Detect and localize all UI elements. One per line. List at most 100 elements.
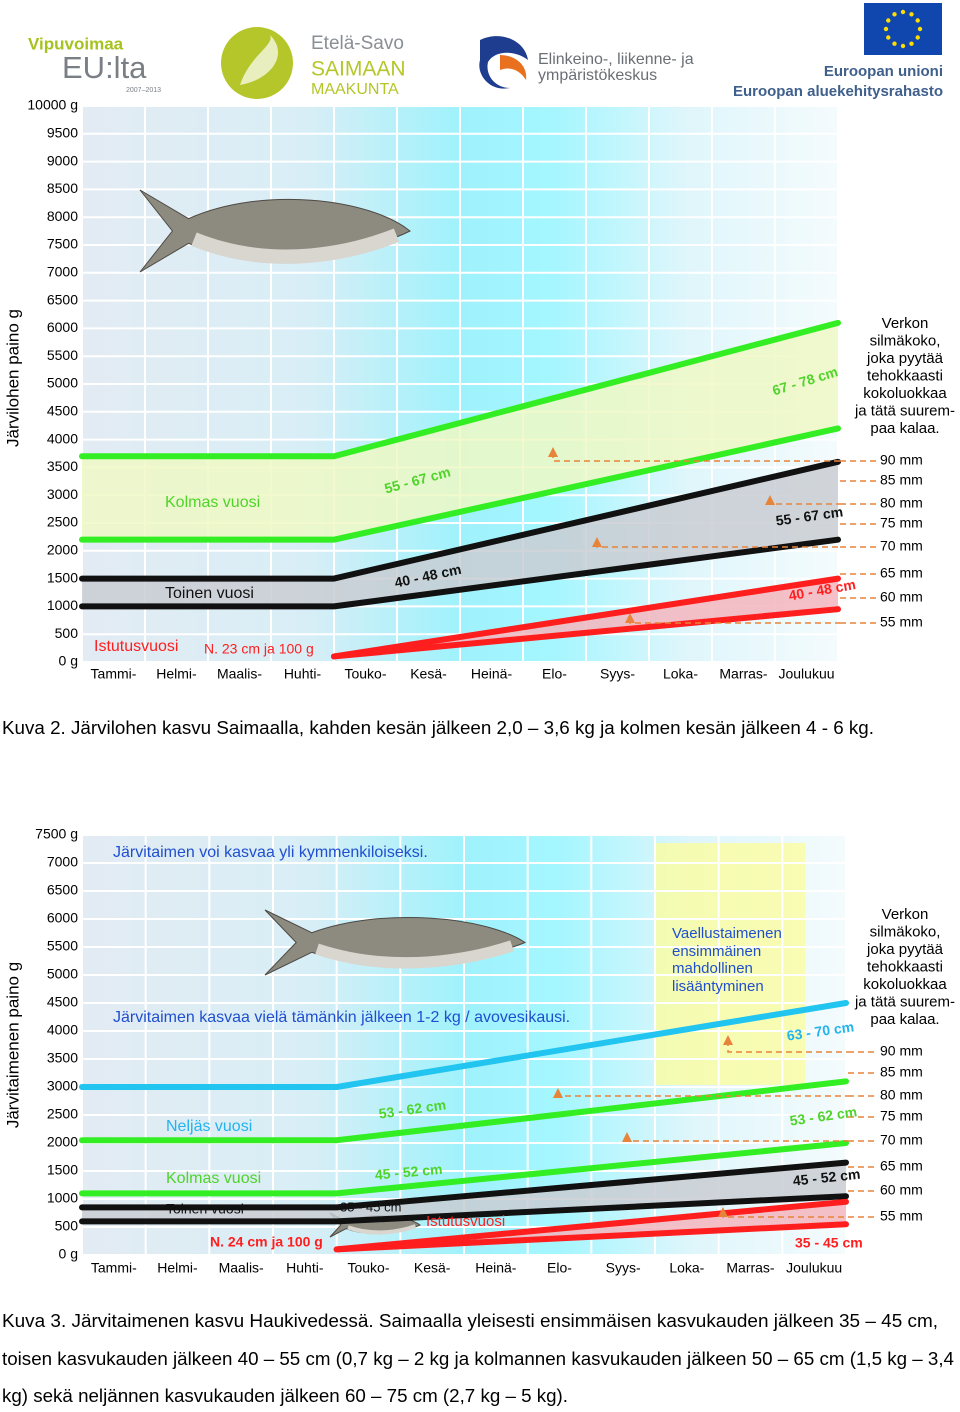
star bbox=[886, 35, 891, 40]
fish-belly bbox=[315, 940, 514, 969]
star bbox=[900, 9, 906, 15]
annotation: ensimmäinen bbox=[672, 943, 761, 960]
star bbox=[883, 26, 889, 32]
mesh-size: 90 mm bbox=[880, 1043, 923, 1059]
star bbox=[915, 35, 920, 40]
annotation: mahdollinen bbox=[672, 960, 753, 977]
x-tick-label: Marras- bbox=[726, 1260, 775, 1276]
mesh-title: ja tätä suurem- bbox=[854, 402, 955, 419]
x-tick-label: Heinä- bbox=[471, 666, 513, 682]
y-tick-label: 7500 bbox=[47, 236, 78, 252]
mesh-title: ja tätä suurem- bbox=[854, 993, 955, 1010]
y-tick-label: 4000 bbox=[47, 1022, 78, 1038]
series-line bbox=[79, 1078, 849, 1144]
annotation: Järvitaimen kasvaa vielä tämänkin jälkee… bbox=[113, 1009, 570, 1026]
star bbox=[915, 18, 920, 23]
x-tick-label: Loka- bbox=[663, 666, 698, 682]
caption: Kuva 2. Järvilohen kasvu Saimaalla, kahd… bbox=[2, 718, 874, 738]
y-tick-label: 1000 bbox=[47, 597, 78, 613]
mesh-size: 75 mm bbox=[880, 1108, 923, 1124]
logo-text: Euroopan unioni bbox=[824, 63, 943, 80]
logo-text: 2007–2013 bbox=[126, 87, 161, 94]
mesh-size: 90 mm bbox=[880, 452, 923, 468]
y-tick-label: 3500 bbox=[47, 458, 78, 474]
y-tick-label: 7000 bbox=[47, 264, 78, 280]
star bbox=[892, 41, 897, 46]
caption: kg) sekä neljännen kasvukauden jälkeen 6… bbox=[2, 1386, 568, 1406]
mesh-marker bbox=[553, 1088, 563, 1098]
captions: Kuva 2. Järvilohen kasvu Saimaalla, kahd… bbox=[2, 718, 954, 1406]
logo-text: SAIMAAN bbox=[311, 58, 406, 81]
x-tick-label: Tammi- bbox=[91, 1260, 137, 1276]
mesh-title: kokoluokkaa bbox=[863, 385, 947, 402]
mesh-size: 75 mm bbox=[880, 515, 923, 531]
x-tick-label: Marras- bbox=[719, 666, 768, 682]
y-tick-label: 7500 g bbox=[35, 826, 78, 842]
y-tick-label: 4000 bbox=[47, 430, 78, 446]
logo-text: Etelä-Savo bbox=[311, 33, 404, 54]
mesh-size: 55 mm bbox=[880, 614, 923, 630]
mesh-size: 85 mm bbox=[880, 472, 923, 488]
mesh-marker bbox=[622, 1132, 632, 1142]
mesh-marker bbox=[625, 613, 635, 623]
star bbox=[909, 12, 914, 17]
y-tick-label: 0 g bbox=[59, 653, 78, 669]
mesh-title: joka pyytää bbox=[866, 350, 944, 367]
mesh-size: 55 mm bbox=[880, 1208, 923, 1224]
y-tick-label: 500 bbox=[55, 1218, 79, 1234]
annotation: 35 - 45 cm bbox=[340, 1199, 401, 1214]
mesh-size: 85 mm bbox=[880, 1064, 923, 1080]
x-tick-label: Tammi- bbox=[91, 666, 137, 682]
chart: 0 g 500 1000 1500 2000 2500 3000 3500 4000 4500 50… bbox=[3, 97, 955, 682]
caption: toisen kasvukauden jälkeen 40 – 55 cm (0… bbox=[2, 1349, 954, 1369]
mesh-title: silmäkoko, bbox=[870, 923, 941, 940]
mesh-marker bbox=[718, 1207, 728, 1217]
mesh-marker bbox=[765, 495, 775, 505]
logo-mark bbox=[479, 36, 528, 89]
series-line bbox=[79, 425, 841, 543]
mesh-title: paa kalaa. bbox=[870, 1011, 939, 1028]
mesh-title: tehokkaasti bbox=[867, 958, 943, 975]
y-tick-label: 2000 bbox=[47, 542, 78, 558]
mesh-size: 80 mm bbox=[880, 495, 923, 511]
mesh-title: Verkon bbox=[882, 906, 929, 923]
y-tick-label: 1000 bbox=[47, 1190, 78, 1206]
y-tick-label: 1500 bbox=[47, 1162, 78, 1178]
caption: Kuva 3. Järvitaimenen kasvu Haukivedessä… bbox=[2, 1311, 938, 1331]
star bbox=[900, 43, 906, 49]
series-line bbox=[333, 1221, 849, 1253]
y-tick-label: 500 bbox=[55, 625, 79, 641]
band bbox=[82, 1162, 846, 1222]
mesh-title: Verkon bbox=[882, 315, 929, 332]
y-tick-label: 2500 bbox=[47, 1106, 78, 1122]
y-tick-label: 9000 bbox=[47, 152, 78, 168]
mesh-size: 70 mm bbox=[880, 1132, 923, 1148]
logo-text: Euroopan aluekehitysrahasto bbox=[733, 83, 943, 100]
annotation: Kolmas vuosi bbox=[165, 494, 260, 511]
logo-text: Vipuvoimaa bbox=[28, 34, 124, 53]
logo-text: ympäristökeskus bbox=[538, 67, 657, 84]
series-line bbox=[331, 606, 841, 660]
annotation: Toinen vuosi bbox=[165, 585, 254, 602]
series-line bbox=[79, 1000, 849, 1090]
x-tick-label: Syys- bbox=[600, 666, 635, 682]
logos: Vipuvoimaa EU:lta 2007–2013 Etelä-Savo S… bbox=[28, 3, 943, 100]
y-tick-label: 9500 bbox=[47, 125, 78, 141]
annotation: Istutusvuosi bbox=[94, 638, 178, 655]
star bbox=[886, 18, 891, 23]
mesh-size: 65 mm bbox=[880, 1158, 923, 1174]
logo-mark bbox=[500, 55, 527, 80]
mesh-title: joka pyytää bbox=[866, 941, 944, 958]
logo-text: EU:lta bbox=[62, 50, 147, 85]
y-axis-label: Järvitaimenen paino g bbox=[3, 962, 22, 1128]
x-tick-label: Syys- bbox=[606, 1260, 641, 1276]
y-tick-label: 5000 bbox=[47, 966, 78, 982]
y-tick-label: 7000 bbox=[47, 854, 78, 870]
mesh-size: 60 mm bbox=[880, 589, 923, 605]
annotation: Kolmas vuosi bbox=[166, 1170, 261, 1187]
y-tick-label: 6000 bbox=[47, 910, 78, 926]
mesh-size: 60 mm bbox=[880, 1182, 923, 1198]
annotation: Toinen vuosi bbox=[166, 1201, 244, 1217]
star bbox=[909, 41, 914, 46]
